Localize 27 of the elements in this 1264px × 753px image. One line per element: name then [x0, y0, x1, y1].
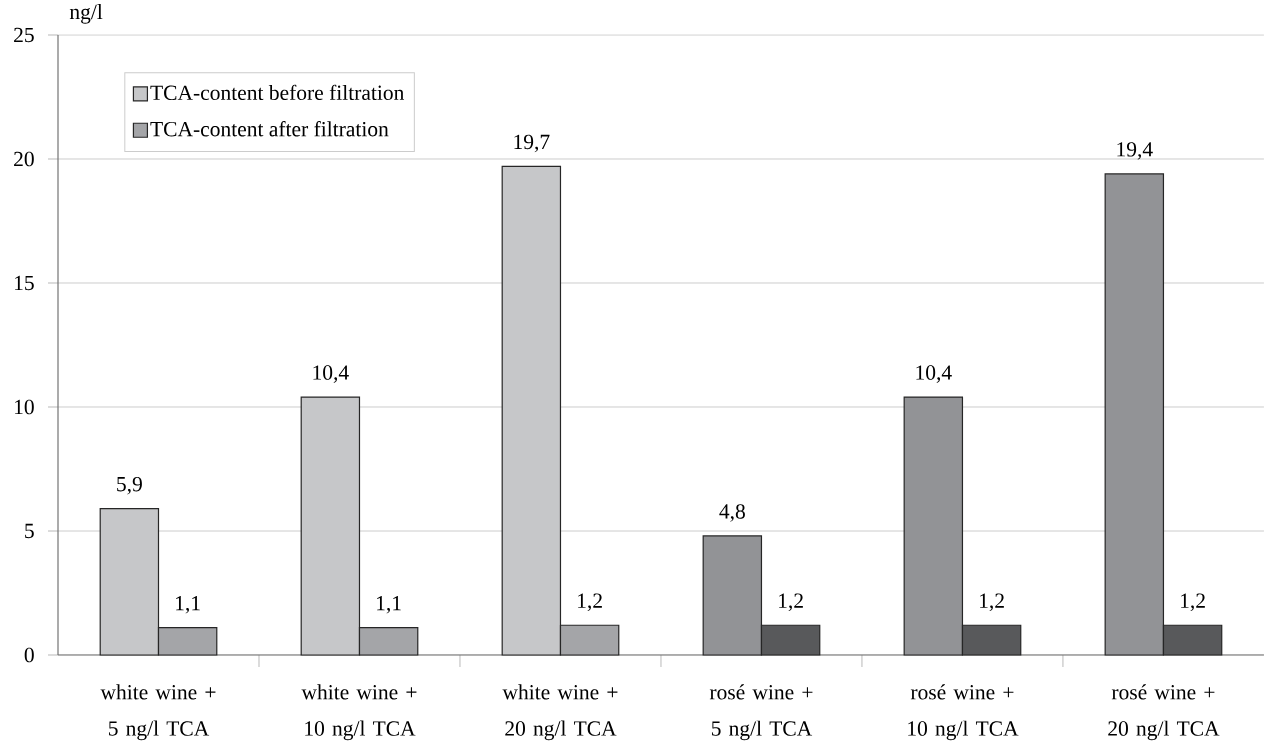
- data-label: 5,9: [117, 476, 142, 495]
- data-label: 1,2: [980, 593, 1004, 612]
- x-tick-label: rosé wine + 10 ng/l TCA: [908, 684, 1019, 741]
- data-label: 19,4: [1117, 142, 1153, 160]
- data-label: 10,4: [313, 365, 349, 383]
- x-tick-label: white wine + 5 ng/l TCA: [100, 684, 216, 741]
- data-label: 10,4: [916, 365, 952, 383]
- y-tick-label: 15: [15, 275, 34, 291]
- data-label: 1,2: [578, 593, 602, 612]
- legend-label: TCA-content after filtration: [150, 121, 389, 137]
- y-tick-label: 10: [15, 399, 34, 415]
- data-label: 1,1: [176, 596, 200, 614]
- x-tick-label: white wine + 10 ng/l TCA: [301, 684, 417, 741]
- y-tick-label: 0: [24, 647, 34, 663]
- x-tick-label: white wine + 20 ng/l TCA: [502, 684, 618, 741]
- x-tick-label: rosé wine + 5 ng/l TCA: [709, 684, 813, 741]
- data-label: 19,7: [514, 134, 550, 153]
- y-tick-label: 25: [14, 27, 34, 43]
- x-tick-label: rosé wine + 20 ng/l TCA: [1108, 684, 1220, 741]
- data-label: 4,8: [719, 504, 745, 522]
- data-label: 1,2: [1181, 593, 1205, 612]
- data-label: 1,2: [779, 593, 803, 612]
- y-tick-label: 20: [14, 151, 34, 167]
- y-axis-title: ng/l: [69, 4, 103, 24]
- y-tick-label: 5: [25, 523, 34, 539]
- legend-label: TCA-content before filtration: [150, 84, 405, 101]
- data-label: 1,1: [377, 596, 401, 614]
